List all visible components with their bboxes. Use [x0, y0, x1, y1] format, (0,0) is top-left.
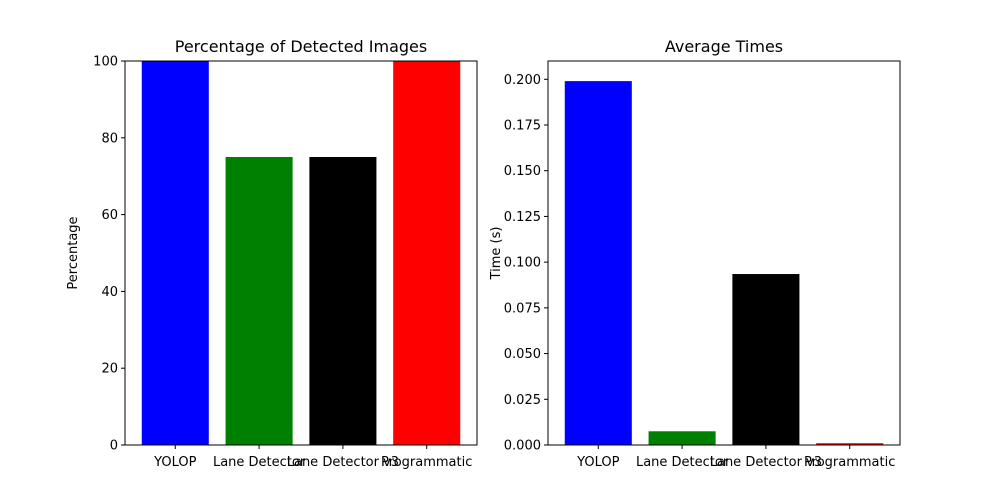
y-axis-label: Percentage [66, 216, 81, 289]
bar-lane-detector-v3 [309, 157, 377, 445]
axes-frame [124, 60, 478, 446]
y-tick-label: 0.175 [504, 119, 541, 134]
y-axis-label: Time (s) [489, 227, 504, 281]
x-tick-label: Programmatic [804, 455, 895, 470]
y-tick-label: 0.000 [504, 439, 541, 454]
x-tick-label: YOLOP [153, 455, 196, 470]
chart-title: Average Times [665, 37, 783, 56]
y-tick-label: 80 [101, 131, 118, 146]
bar-yolop [141, 61, 209, 445]
x-tick-label: YOLOP [576, 455, 619, 470]
bar-programmatic [816, 443, 884, 445]
y-tick-label: 0.075 [504, 301, 541, 316]
y-tick-label: 20 [101, 362, 118, 377]
y-tick-label: 0.025 [504, 393, 541, 408]
bar-lane-detector [648, 431, 716, 445]
x-tick-label: Lane Detector [213, 455, 306, 470]
y-ticks: 0 20 40 60 80 100 [93, 55, 125, 454]
chart-detected-percentage: Percentage of Detected Images Percentage… [66, 37, 478, 470]
chart-average-times: Average Times Time (s) 0.0000.0250.0500.… [489, 37, 901, 470]
y-tick-label: 0.150 [504, 164, 541, 179]
y-tick-label: 0.100 [504, 256, 541, 271]
y-tick-label: 60 [101, 208, 118, 223]
x-tick-label: Programmatic [381, 455, 472, 470]
bar-programmatic [393, 61, 461, 445]
x-tick-label: Lane Detector v3 [710, 455, 822, 470]
x-tick-label: Lane Detector v3 [287, 455, 399, 470]
y-tick-label: 0 [110, 439, 118, 454]
x-tick-label: Lane Detector [636, 455, 729, 470]
y-tick-label: 40 [101, 285, 118, 300]
y-tick-label: 100 [93, 55, 118, 70]
y-tick-label: 0.050 [504, 347, 541, 362]
y-ticks: 0.000 0.025 0.050 0.075 0.100 0.125 0.150 0.175… [504, 73, 548, 454]
y-tick-label: 0.125 [504, 210, 541, 225]
bar-lane-detector-v3 [732, 274, 800, 445]
bar-lane-detector [225, 157, 293, 445]
axes-frame [547, 60, 901, 446]
chart-title: Percentage of Detected Images [175, 37, 427, 56]
bars [141, 61, 461, 445]
bar-yolop [564, 81, 632, 445]
bars [564, 81, 884, 445]
y-tick-label: 0.200 [504, 73, 541, 88]
